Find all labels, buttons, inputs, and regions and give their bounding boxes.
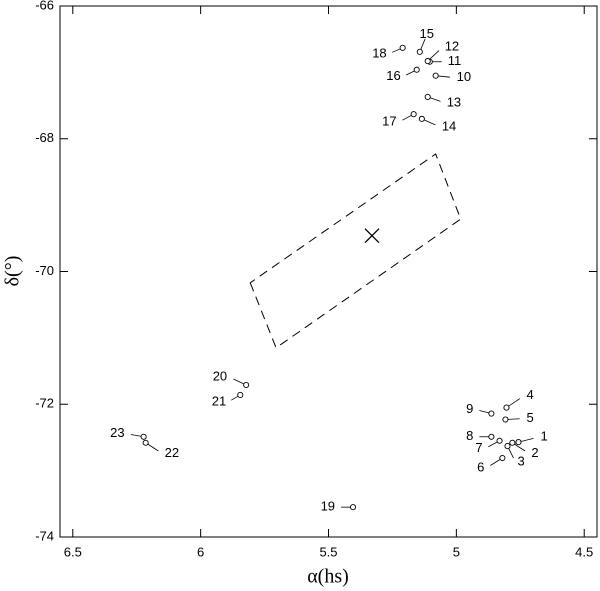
y-tick-label: -68	[35, 130, 54, 145]
point-label: 13	[447, 94, 461, 109]
point-label: 16	[386, 68, 400, 83]
y-axis-label: δ(°)	[2, 256, 24, 287]
point-label: 5	[526, 410, 533, 425]
y-tick-label: -66	[35, 0, 54, 12]
point	[424, 58, 431, 65]
point-label: 10	[457, 69, 471, 84]
point	[432, 72, 439, 79]
x-tick-label: 5.5	[319, 544, 337, 559]
point	[509, 439, 516, 446]
point-label: 22	[165, 445, 179, 460]
x-tick-label: 6.5	[64, 544, 82, 559]
y-tick-label: -74	[35, 528, 54, 543]
x-axis-label: α(hs)	[307, 566, 349, 588]
point	[418, 115, 425, 122]
point-label: 14	[442, 118, 456, 133]
y-tick-label: -70	[35, 263, 54, 278]
point	[424, 93, 431, 100]
point-label: 15	[420, 26, 434, 41]
point-label: 4	[526, 387, 533, 402]
x-tick-label: 6	[197, 544, 204, 559]
point-label: 11	[448, 53, 462, 68]
point	[502, 416, 509, 423]
point	[410, 111, 417, 118]
point-label: 8	[466, 428, 473, 443]
point-label: 1	[540, 429, 547, 444]
point	[488, 433, 495, 440]
y-tick-label: -72	[35, 396, 54, 411]
point-label: 9	[466, 401, 473, 416]
point	[488, 410, 495, 417]
plot-frame	[59, 5, 598, 538]
point	[399, 44, 406, 51]
x-tick-label: 4.5	[575, 544, 593, 559]
point-label: 19	[321, 499, 335, 514]
center-cross	[364, 228, 380, 244]
point-label: 3	[518, 454, 525, 469]
point-label: 12	[445, 39, 459, 54]
point-label: 21	[212, 393, 226, 408]
point	[515, 439, 522, 446]
x-tick-label: 5	[453, 544, 460, 559]
point	[413, 66, 420, 73]
point	[243, 381, 250, 389]
point-label: 18	[372, 45, 386, 60]
point-label: 17	[382, 114, 396, 129]
point-label: 23	[110, 425, 124, 440]
point	[237, 391, 244, 399]
point	[496, 437, 503, 444]
point	[503, 404, 510, 411]
point-label: 6	[477, 459, 484, 474]
field-outline	[249, 153, 462, 349]
point-label: 20	[213, 368, 227, 383]
point	[140, 433, 147, 440]
point	[416, 48, 423, 55]
point	[142, 439, 149, 446]
point-label: 2	[531, 445, 538, 460]
point	[499, 454, 506, 462]
point-label: 7	[475, 440, 482, 455]
point	[504, 443, 511, 450]
point	[349, 504, 357, 511]
